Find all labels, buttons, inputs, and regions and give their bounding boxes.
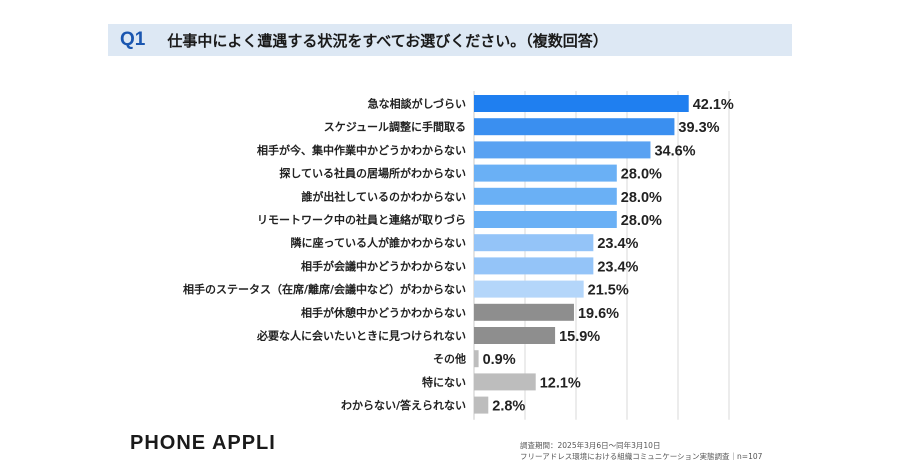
data-label: 42.1% bbox=[693, 97, 734, 113]
category-label: 必要な人に会いたいときに見つけられない bbox=[256, 329, 466, 343]
data-label: 23.4% bbox=[597, 259, 638, 275]
data-label: 28.0% bbox=[621, 190, 662, 206]
data-label: 23.4% bbox=[597, 236, 638, 252]
bar bbox=[474, 234, 594, 252]
category-label: 特にない bbox=[422, 375, 466, 389]
data-label: 28.0% bbox=[621, 167, 662, 183]
question-number: Q1 bbox=[120, 29, 146, 50]
bar bbox=[474, 396, 489, 414]
category-label: 誰が出社しているのかわからない bbox=[301, 189, 466, 203]
category-label: 相手が今、集中作業中かどうかわからない bbox=[257, 143, 466, 157]
bar bbox=[474, 95, 689, 112]
bar bbox=[474, 350, 479, 368]
data-label: 34.6% bbox=[654, 143, 695, 159]
bar bbox=[474, 141, 651, 159]
bar bbox=[474, 257, 594, 275]
bar bbox=[474, 303, 574, 321]
data-label: 12.1% bbox=[540, 375, 581, 391]
bar bbox=[474, 164, 617, 182]
category-label: リモートワーク中の社員と連絡が取りづら bbox=[257, 213, 466, 227]
question-header: Q1 仕事中によく遭遇する状況をすべてお選びください。（複数回答） bbox=[108, 24, 792, 56]
data-label: 0.9% bbox=[483, 352, 516, 368]
survey-period: 調査期間：2025年3月6日〜同年3月10日 bbox=[520, 441, 661, 450]
bar bbox=[474, 118, 675, 136]
category-label: 隣に座っている人が誰かわからない bbox=[291, 236, 466, 250]
bar bbox=[474, 327, 556, 344]
category-label: 相手が会議中かどうかわからない bbox=[301, 259, 466, 273]
data-label: 39.3% bbox=[678, 120, 719, 136]
question-text: 仕事中によく遭遇する状況をすべてお選びください。（複数回答） bbox=[167, 31, 608, 50]
category-label: 探している社員の居場所がわからない bbox=[279, 166, 466, 180]
category-label: スケジュール調整に手間取る bbox=[324, 120, 466, 134]
data-label: 19.6% bbox=[578, 306, 619, 322]
data-label: 15.9% bbox=[559, 329, 600, 345]
brand-logo: PHONE APPLI bbox=[130, 432, 276, 454]
bar bbox=[474, 373, 536, 391]
data-label: 28.0% bbox=[621, 213, 662, 229]
data-label: 21.5% bbox=[588, 283, 629, 299]
category-label: 相手が休憩中かどうかわからない bbox=[301, 305, 466, 319]
survey-title: フリーアドレス環境における組織コミュニケーション実態調査｜n=107 bbox=[520, 452, 763, 461]
category-label: 急な相談がしづらい bbox=[368, 97, 466, 111]
bar bbox=[474, 280, 584, 298]
survey-footnote: 調査期間：2025年3月6日〜同年3月10日 フリーアドレス環境における組織コミ… bbox=[520, 440, 762, 462]
category-label: その他 bbox=[433, 352, 466, 366]
data-label: 2.8% bbox=[492, 399, 525, 415]
bar bbox=[474, 211, 617, 228]
bar bbox=[474, 187, 617, 205]
category-label: 相手のステータス（在席/離席/会議中など）がわからない bbox=[183, 282, 466, 296]
category-label: わからない/答えられない bbox=[341, 398, 466, 412]
